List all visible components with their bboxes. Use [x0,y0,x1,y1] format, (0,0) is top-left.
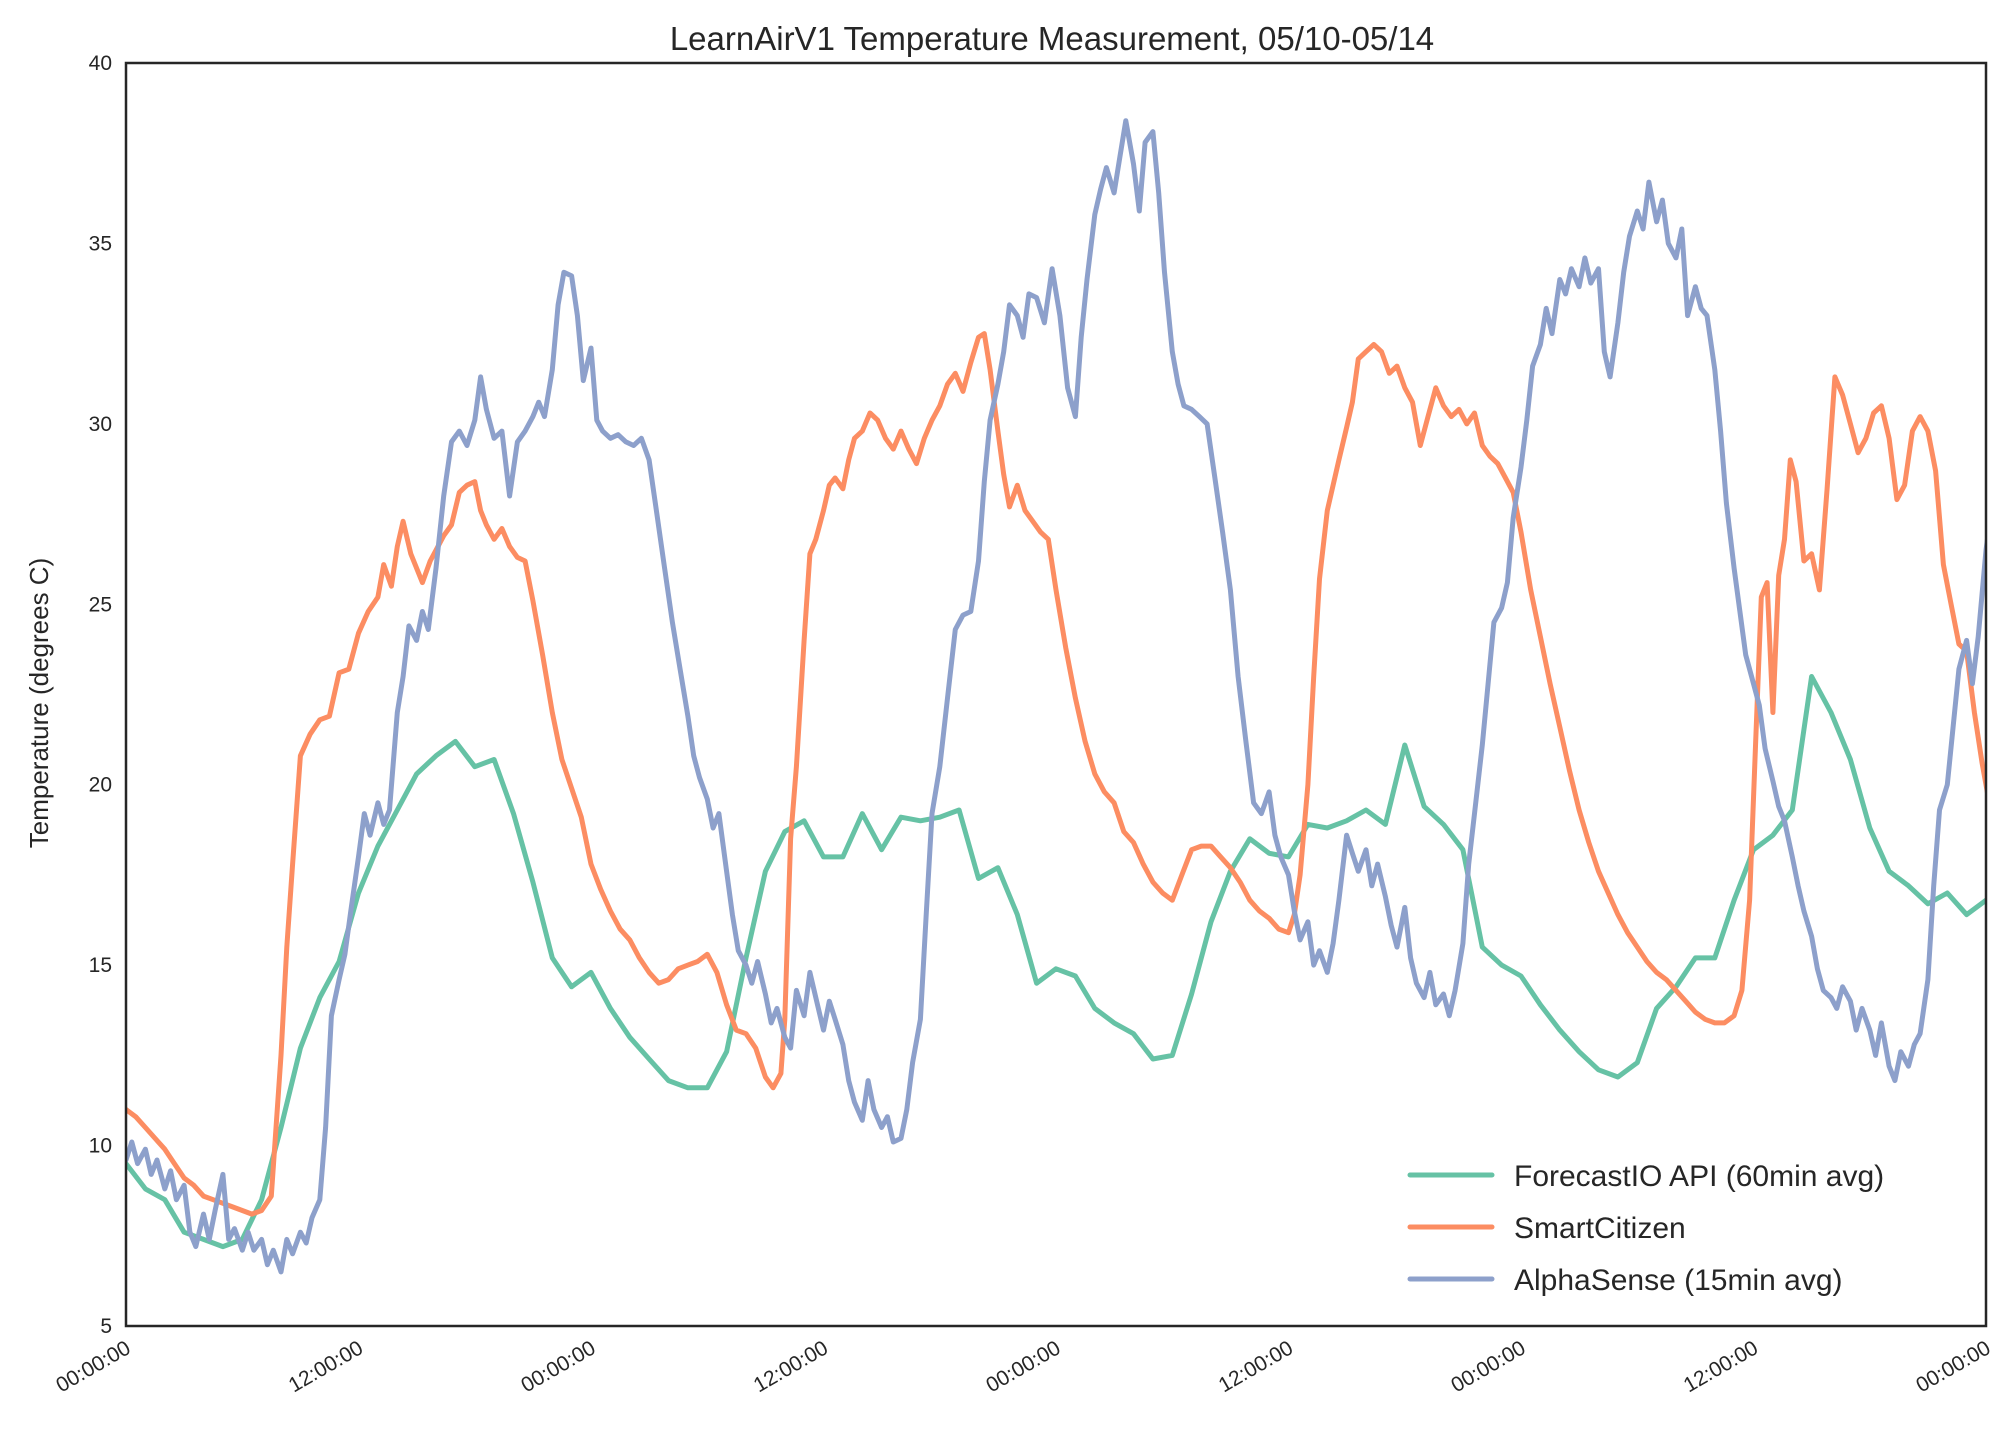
y-tick-label: 10 [89,1135,112,1158]
legend-label-2: SmartCitizen [1514,1212,1686,1245]
series-line-2 [126,331,1986,1217]
y-tick-label: 25 [89,593,112,616]
series-layer [126,118,1986,1275]
y-axis-label: Temperature (degrees C) [24,558,54,848]
series-line-3 [126,118,1986,1275]
legend-label-3: AlphaSense (15min avg) [1514,1264,1843,1297]
chart-title: LearnAirV1 Temperature Measurement, 05/1… [670,20,1434,57]
y-tick-label: 40 [89,52,112,75]
plot-frame [124,61,1988,1328]
y-tick-label: 35 [89,232,112,255]
y-tick-labels: 5 10 15 20 25 30 35 40 [89,52,112,1338]
y-tick-label: 15 [89,954,112,977]
plot-area [126,118,1986,1275]
y-tick-label: 20 [89,774,112,797]
y-tick-label: 5 [100,1315,112,1338]
legend: ForecastIO API (60min avg) SmartCitizen Al… [1407,1160,1884,1297]
legend-label-1: ForecastIO API (60min avg) [1514,1160,1884,1193]
y-tick-label: 30 [89,413,112,436]
